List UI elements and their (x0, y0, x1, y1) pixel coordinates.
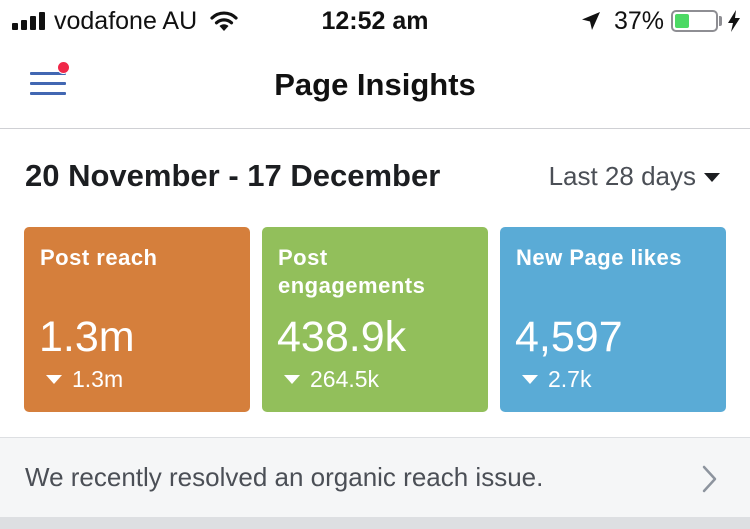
post-engagements-card[interactable]: Post engagements 438.9k 264.5k (262, 227, 488, 412)
battery-level (675, 14, 689, 28)
charging-icon (728, 10, 740, 32)
date-range: 20 November - 17 December (25, 158, 441, 193)
battery-percent: 37% (614, 7, 665, 35)
signal-icon (12, 12, 48, 30)
post-reach-card[interactable]: Post reach 1.3m 1.3m (24, 227, 250, 412)
bottom-divider (0, 517, 750, 529)
card-delta: 2.7k (522, 366, 591, 393)
card-delta: 1.3m (46, 366, 123, 393)
battery-nub (719, 16, 722, 26)
card-value: 4,597 (515, 313, 623, 361)
organic-reach-notice[interactable]: We recently resolved an organic reach is… (0, 437, 750, 517)
page-title: Page Insights (274, 67, 476, 102)
location-arrow-icon (582, 12, 600, 30)
card-delta: 264.5k (284, 366, 379, 393)
delta-value: 264.5k (310, 366, 380, 392)
battery-icon (671, 10, 718, 32)
down-caret-icon (46, 375, 62, 384)
status-time: 12:52 am (321, 7, 429, 35)
delta-value: 2.7k (548, 366, 592, 392)
status-bar: vodafone AU 12:52 am 37% (0, 0, 750, 40)
hamburger-menu-icon[interactable] (28, 61, 72, 104)
period-dropdown[interactable]: Last 28 days (549, 161, 720, 192)
card-title: Post reach (40, 245, 158, 270)
period-label: Last 28 days (548, 161, 696, 191)
chevron-right-icon (702, 465, 717, 493)
card-title: Post engagements (278, 245, 426, 298)
card-value: 438.9k (277, 313, 407, 361)
delta-value: 1.3m (72, 366, 124, 392)
wifi-icon (210, 11, 238, 31)
carrier-name: vodafone AU (54, 7, 198, 35)
notice-text: We recently resolved an organic reach is… (25, 462, 544, 492)
card-value: 1.3m (39, 313, 135, 361)
down-caret-icon (522, 375, 538, 384)
caret-down-icon (704, 173, 720, 182)
new-page-likes-card[interactable]: New Page likes 4,597 2.7k (500, 227, 726, 412)
down-caret-icon (284, 375, 300, 384)
nav-bar: Page Insights (0, 40, 750, 129)
card-title: New Page likes (516, 245, 682, 270)
notification-dot (57, 61, 70, 74)
